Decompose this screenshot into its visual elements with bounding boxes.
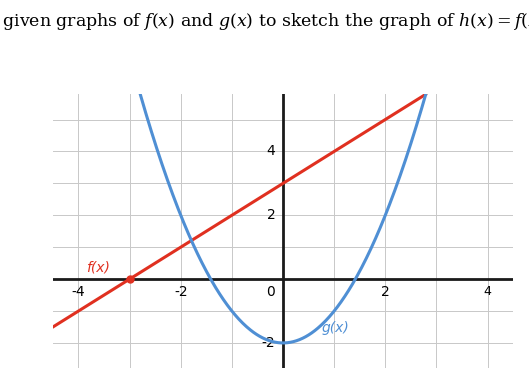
Text: 0: 0 [267,285,275,299]
Text: 4: 4 [267,144,275,158]
Text: g(x): g(x) [322,321,349,335]
Text: 4: 4 [484,285,491,298]
Text: -2: -2 [174,285,188,299]
Text: Use the given graphs of $f(x)$ and $g(x)$ to sketch the graph of $h(x) = f(x) + : Use the given graphs of $f(x)$ and $g(x)… [0,11,529,32]
Text: 2: 2 [267,208,275,222]
Text: -2: -2 [262,336,275,350]
Text: f(x): f(x) [86,260,110,274]
Text: 2: 2 [381,285,390,299]
Text: -4: -4 [71,285,85,299]
